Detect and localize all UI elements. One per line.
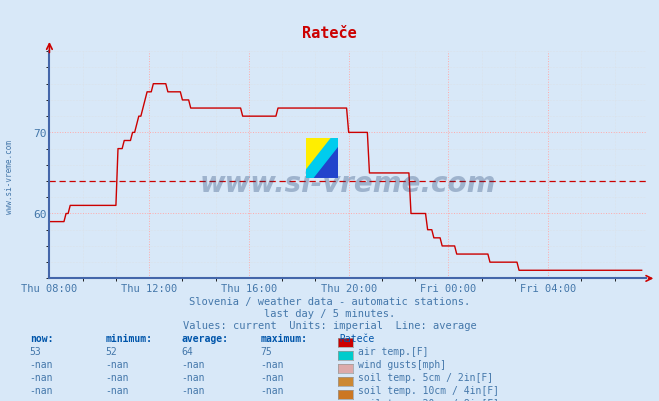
- Text: -nan: -nan: [30, 385, 53, 395]
- Text: soil temp. 10cm / 4in[F]: soil temp. 10cm / 4in[F]: [358, 385, 499, 395]
- Text: -nan: -nan: [260, 385, 284, 395]
- Text: minimum:: minimum:: [105, 334, 152, 344]
- Text: Slovenia / weather data - automatic stations.: Slovenia / weather data - automatic stat…: [189, 296, 470, 306]
- Text: Values: current  Units: imperial  Line: average: Values: current Units: imperial Line: av…: [183, 320, 476, 330]
- Text: -nan: -nan: [30, 398, 53, 401]
- Polygon shape: [306, 138, 338, 178]
- Polygon shape: [306, 138, 338, 178]
- Text: -nan: -nan: [181, 359, 205, 369]
- Text: www.si-vreme.com: www.si-vreme.com: [200, 170, 496, 198]
- Text: -nan: -nan: [260, 398, 284, 401]
- Text: -nan: -nan: [105, 359, 129, 369]
- Polygon shape: [306, 138, 338, 178]
- Text: -nan: -nan: [181, 398, 205, 401]
- Text: -nan: -nan: [105, 385, 129, 395]
- Text: -nan: -nan: [260, 359, 284, 369]
- Text: -nan: -nan: [181, 372, 205, 382]
- Text: 53: 53: [30, 346, 42, 356]
- Text: -nan: -nan: [181, 385, 205, 395]
- Text: -nan: -nan: [30, 359, 53, 369]
- Text: Rateče: Rateče: [339, 334, 374, 344]
- Text: Rateče: Rateče: [302, 26, 357, 41]
- Text: www.si-vreme.com: www.si-vreme.com: [5, 140, 14, 213]
- Text: -nan: -nan: [260, 372, 284, 382]
- Text: air temp.[F]: air temp.[F]: [358, 346, 428, 356]
- Text: -nan: -nan: [105, 398, 129, 401]
- Text: soil temp. 5cm / 2in[F]: soil temp. 5cm / 2in[F]: [358, 372, 493, 382]
- Text: maximum:: maximum:: [260, 334, 307, 344]
- Text: now:: now:: [30, 334, 53, 344]
- Text: 52: 52: [105, 346, 117, 356]
- Text: -nan: -nan: [105, 372, 129, 382]
- Text: last day / 5 minutes.: last day / 5 minutes.: [264, 308, 395, 318]
- Text: 75: 75: [260, 346, 272, 356]
- Text: -nan: -nan: [30, 372, 53, 382]
- Text: average:: average:: [181, 334, 228, 344]
- Text: wind gusts[mph]: wind gusts[mph]: [358, 359, 446, 369]
- Text: soil temp. 20cm / 8in[F]: soil temp. 20cm / 8in[F]: [358, 398, 499, 401]
- Text: 64: 64: [181, 346, 193, 356]
